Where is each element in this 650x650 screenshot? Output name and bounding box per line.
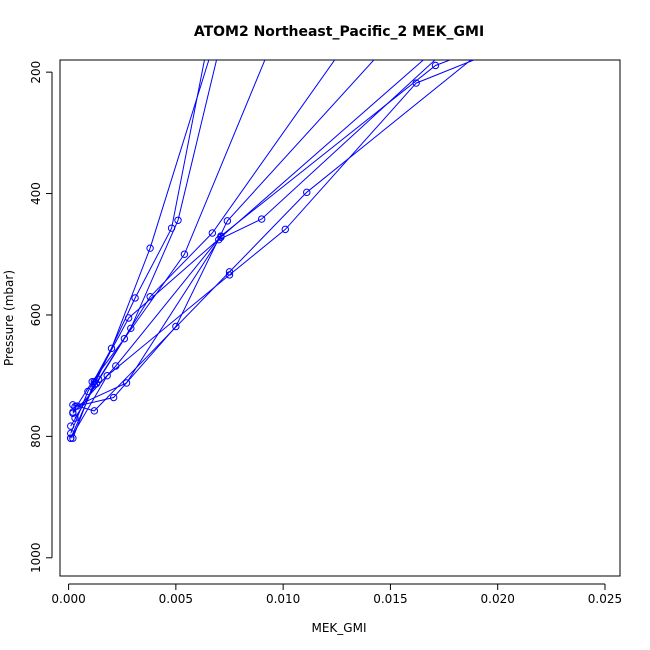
data-point [174,216,182,224]
data-point [431,61,440,70]
series-line [70,60,210,434]
data-point [124,314,133,322]
data-point [90,407,99,415]
data-point [122,379,131,387]
x-tick-label: 0.010 [266,592,300,606]
data-point [67,434,75,442]
data-point [225,271,234,279]
x-tick-label: 0.005 [159,592,193,606]
data-point [180,250,189,258]
data-point [109,393,118,402]
data-point [303,188,311,197]
data-point [146,244,154,252]
data-point [215,235,223,244]
data-point [281,225,289,234]
data-point [103,371,111,380]
y-tick-label: 200 [29,61,43,84]
x-axis-label: MEK_GMI [312,621,367,635]
x-tick-label: 0.015 [373,592,407,606]
data-point [112,362,120,370]
chart-title: ATOM2 Northeast_Pacific_2 MEK_GMI [194,24,484,40]
y-tick-label: 800 [29,425,43,448]
y-tick-label: 1000 [29,543,43,574]
plot-area [67,60,476,442]
data-point [88,378,96,386]
x-tick-label: 0.000 [51,592,85,606]
data-point [67,422,75,430]
data-point [223,217,232,225]
data-point [257,215,266,223]
data-point [217,232,225,240]
data-point [69,409,77,418]
series-line [72,60,452,414]
x-axis: 0.000 0.005 0.010 0.015 0.020 0.025 [51,583,622,606]
data-point [107,344,116,353]
x-tick-label: 0.020 [481,592,515,606]
y-axis: 200 400 600 800 1000 [29,61,53,574]
series-line [74,60,436,408]
series-line [70,60,476,439]
y-tick-label: 400 [29,182,43,205]
x-tick-label: 0.025 [588,592,622,606]
data-point [208,229,217,237]
data-point [131,294,139,302]
data-point [120,334,129,343]
y-tick-label: 600 [29,304,43,327]
data-point [90,378,99,386]
data-point [127,324,135,333]
plot-frame [59,59,621,577]
data-point [69,401,77,409]
y-axis-label: Pressure (mbar) [2,270,16,366]
data-point [172,322,180,331]
series-group [67,60,476,442]
